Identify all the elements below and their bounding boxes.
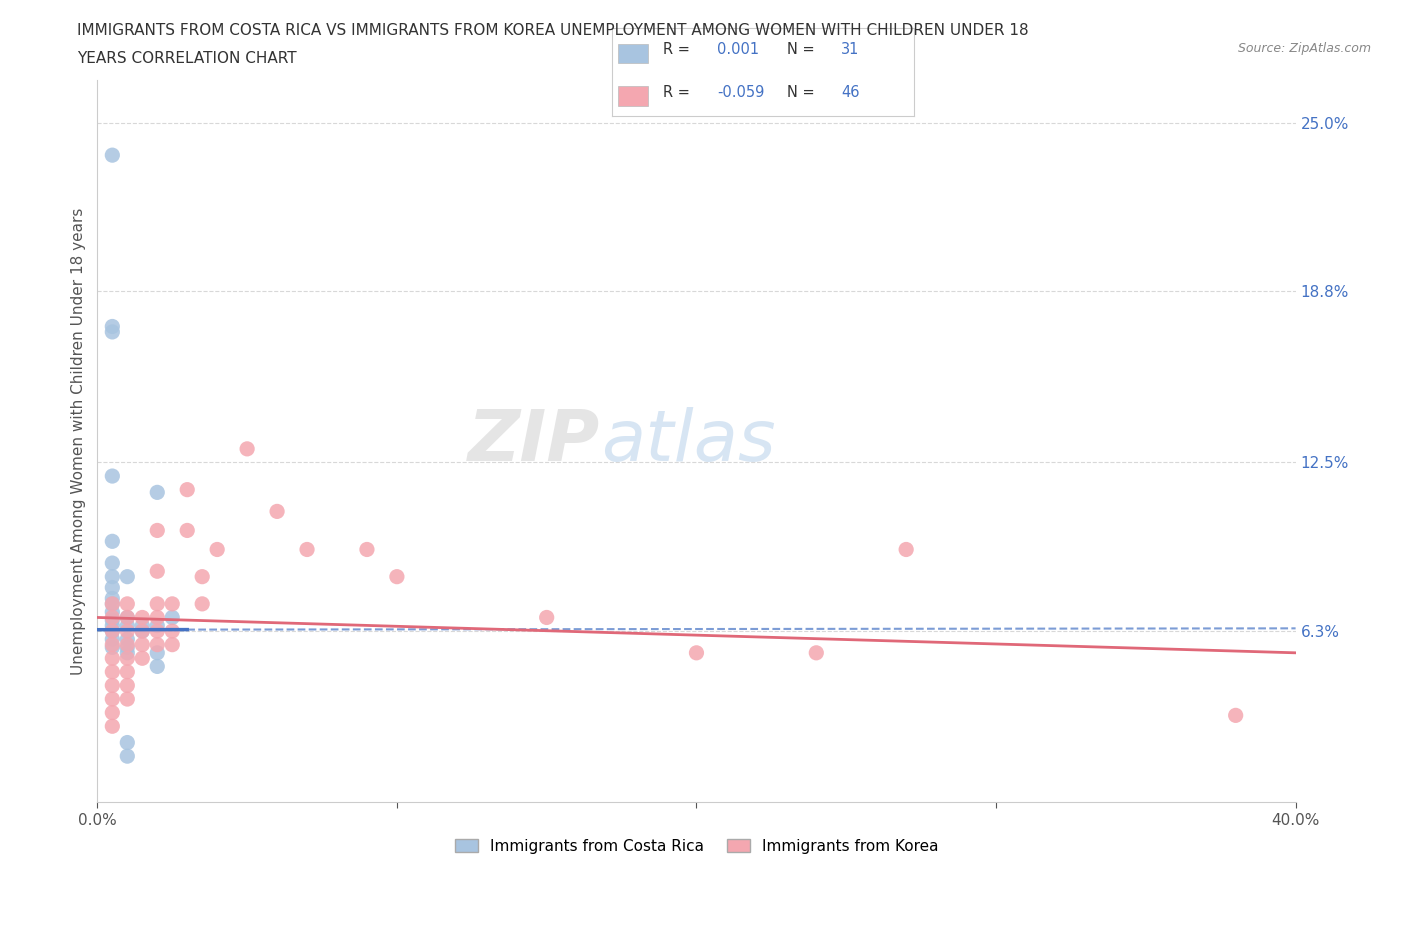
Point (117, 569, 139, 584)
Point (101, 596, 124, 611)
Point (131, 618, 153, 633)
Point (117, 678, 139, 693)
Point (146, 564, 169, 578)
Point (117, 618, 139, 633)
Point (117, 640, 139, 655)
Point (236, 442, 259, 457)
Point (191, 569, 214, 584)
Point (117, 610, 139, 625)
Point (131, 624, 153, 639)
Point (117, 610, 139, 625)
Point (101, 555, 124, 570)
Legend: Immigrants from Costa Rica, Immigrants from Korea: Immigrants from Costa Rica, Immigrants f… (449, 832, 945, 859)
Point (101, 591, 124, 605)
Point (894, 542, 917, 557)
Point (162, 596, 184, 611)
Text: IMMIGRANTS FROM COSTA RICA VS IMMIGRANTS FROM KOREA UNEMPLOYMENT AMONG WOMEN WIT: IMMIGRANTS FROM COSTA RICA VS IMMIGRANTS… (77, 23, 1029, 38)
Point (536, 610, 558, 625)
Point (117, 631, 139, 646)
Text: R =: R = (664, 85, 695, 100)
Text: YEARS CORRELATION CHART: YEARS CORRELATION CHART (77, 51, 297, 66)
Point (146, 624, 169, 639)
Text: -0.059: -0.059 (717, 85, 765, 100)
Text: R =: R = (664, 42, 695, 57)
Point (146, 523, 169, 538)
Point (131, 624, 153, 639)
Point (146, 659, 169, 674)
Bar (617, 44, 648, 63)
Point (101, 596, 124, 611)
Point (191, 596, 214, 611)
Point (117, 596, 139, 611)
Point (176, 483, 198, 498)
Point (101, 604, 124, 619)
Y-axis label: Unemployment Among Women with Children Under 18 years: Unemployment Among Women with Children U… (72, 207, 86, 675)
Point (101, 618, 124, 633)
Text: 31: 31 (841, 42, 859, 57)
Bar (617, 86, 648, 106)
Point (101, 631, 124, 646)
Point (117, 624, 139, 639)
Point (295, 542, 318, 557)
Point (101, 325, 124, 339)
Point (101, 719, 124, 734)
Point (806, 645, 828, 660)
Point (101, 613, 124, 628)
Point (162, 637, 184, 652)
Point (117, 664, 139, 679)
Point (101, 469, 124, 484)
Point (101, 534, 124, 549)
Point (101, 148, 124, 163)
Point (117, 651, 139, 666)
Point (131, 637, 153, 652)
Text: atlas: atlas (600, 406, 775, 476)
Point (101, 569, 124, 584)
Point (685, 645, 707, 660)
Point (101, 640, 124, 655)
Point (101, 624, 124, 639)
Point (162, 610, 184, 625)
Point (146, 618, 169, 633)
Text: N =: N = (787, 85, 820, 100)
Point (146, 637, 169, 652)
Point (117, 692, 139, 707)
Point (162, 624, 184, 639)
Point (176, 523, 198, 538)
Point (101, 610, 124, 625)
Point (385, 569, 408, 584)
Text: Source: ZipAtlas.com: Source: ZipAtlas.com (1237, 42, 1371, 55)
Point (205, 542, 228, 557)
Point (117, 735, 139, 750)
Point (146, 610, 169, 625)
Text: ZIP: ZIP (468, 406, 600, 476)
Point (117, 637, 139, 652)
Point (266, 504, 288, 519)
Point (131, 610, 153, 625)
Point (101, 580, 124, 595)
Point (101, 624, 124, 639)
Point (146, 485, 169, 499)
Point (101, 664, 124, 679)
Text: 0.001: 0.001 (717, 42, 759, 57)
Text: 46: 46 (841, 85, 860, 100)
Point (101, 705, 124, 720)
Point (101, 678, 124, 693)
Point (101, 637, 124, 652)
Point (117, 645, 139, 660)
Point (117, 749, 139, 764)
Text: N =: N = (787, 42, 820, 57)
Point (1225, 708, 1247, 723)
Point (131, 651, 153, 666)
Point (356, 542, 378, 557)
Point (146, 645, 169, 660)
Point (101, 651, 124, 666)
Point (101, 692, 124, 707)
Point (146, 596, 169, 611)
Point (101, 319, 124, 334)
